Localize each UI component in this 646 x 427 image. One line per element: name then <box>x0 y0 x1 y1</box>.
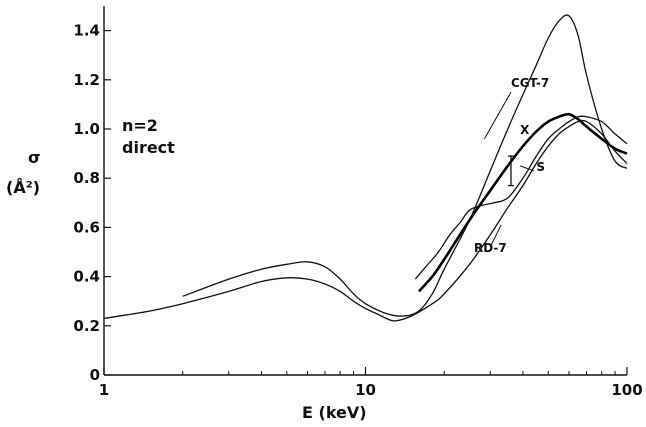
leader-s <box>519 165 534 172</box>
series-line-s <box>414 115 628 280</box>
x-tick-label: 1 <box>99 381 109 399</box>
y-tick-label: 1.2 <box>73 71 100 89</box>
y-tick-label: 1.0 <box>73 120 100 138</box>
series-line-x <box>417 112 628 293</box>
y-tick-label: 1.4 <box>73 22 100 40</box>
y-tick-label: 0 <box>90 366 100 384</box>
curves <box>103 14 628 322</box>
y-tick-label: 0.6 <box>73 218 100 236</box>
x-tick-label: 10 <box>355 381 376 399</box>
annotation-line-1: n=2 <box>122 116 158 135</box>
leader-rd-7 <box>489 224 502 248</box>
y-tick-label: 0.2 <box>73 317 100 335</box>
x-axis-label: E (keV) <box>302 403 367 422</box>
series-label-cgt-7: CGT-7 <box>511 76 549 90</box>
labels: CGT-7 X S RD-7 <box>474 76 549 255</box>
y-tick-label: 0.8 <box>73 169 100 187</box>
leader-cgt-7 <box>484 91 512 140</box>
axes: 0 0.2 0.4 0.6 0.8 1.0 1.2 1.4 1 10 100 <box>73 6 643 399</box>
x-tick-label: 100 <box>611 381 642 399</box>
annotation-line-2: direct <box>122 138 175 157</box>
series-label-rd-7: RD-7 <box>474 241 507 255</box>
series-line-cgt-7 <box>182 14 628 317</box>
series-label-s: S <box>536 160 545 174</box>
y-axis-unit: (Å²) <box>6 178 40 197</box>
y-axis-label: σ <box>28 148 40 167</box>
series-label-x: X <box>520 123 530 137</box>
series-line-rd-7 <box>103 119 628 322</box>
y-tick-label: 0.4 <box>73 268 100 286</box>
